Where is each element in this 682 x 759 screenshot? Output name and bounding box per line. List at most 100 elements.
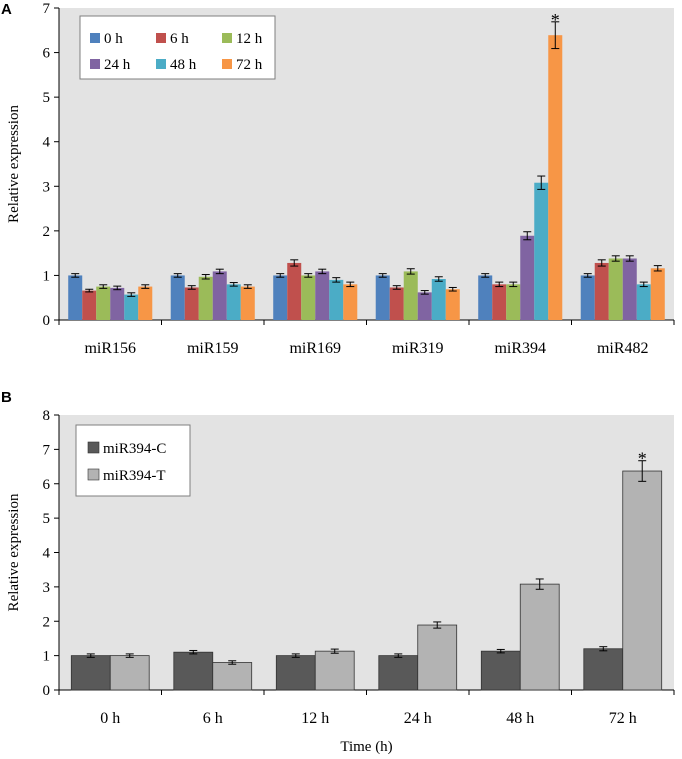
a-bar-12-h-mir159 — [198, 276, 213, 320]
a-bar-0-h-mir159 — [170, 275, 185, 320]
a-bar-12-h-mir394 — [506, 284, 521, 320]
b-bar-mir394-t-6-h — [212, 662, 253, 691]
a-legend-box — [79, 15, 276, 80]
a-legend-swatch-72-h — [222, 59, 232, 69]
b-bar-mir394-c-0-h — [70, 655, 111, 691]
a-legend-swatch-24-h — [90, 59, 100, 69]
a-bar-6-h-mir159 — [184, 287, 199, 320]
panel-a-label: A — [1, 1, 12, 18]
a-bar-48-h-mir482 — [636, 284, 651, 320]
a-bar-0-h-mir482 — [580, 275, 595, 320]
a-bar-6-h-mir482 — [594, 262, 609, 320]
b-legend-swatch-mir394-c — [87, 441, 100, 454]
b-bar-mir394-t-48-h — [519, 583, 560, 691]
a-category-label: miR394 — [494, 340, 546, 357]
b-y-tick-label: 1 — [43, 649, 51, 665]
a-significance-asterisk: * — [551, 10, 560, 30]
a-category-label: miR159 — [187, 340, 239, 357]
a-bar-12-h-mir319 — [403, 271, 418, 320]
a-bar-12-h-mir169 — [301, 275, 316, 320]
a-bar-48-h-mir394 — [534, 182, 549, 320]
a-bar-12-h-mir156 — [96, 286, 111, 320]
a-category-label: miR156 — [84, 340, 136, 357]
a-bar-6-h-mir394 — [492, 284, 507, 320]
b-x-axis-title: Time (h) — [340, 739, 392, 755]
panel-b-label: B — [1, 389, 12, 406]
a-bar-0-h-mir156 — [68, 275, 83, 320]
b-y-tick-label: 0 — [43, 683, 51, 699]
a-bar-24-h-mir394 — [520, 235, 535, 320]
a-legend-swatch-6-h — [156, 33, 166, 43]
b-bar-mir394-t-0-h — [109, 655, 150, 691]
b-bar-mir394-t-12-h — [314, 650, 355, 691]
b-bar-mir394-c-12-h — [275, 655, 316, 691]
panel-a-chart: 0 1 2 3 4 5 6 7 miR156 miR159 miR169 miR319 miR394 * m… — [6, 1, 675, 357]
a-bar-0-h-mir394 — [478, 275, 493, 320]
b-y-axis-title: Relative expression — [6, 493, 22, 611]
a-bar-72-h-mir319 — [445, 289, 460, 320]
a-bar-72-h-mir394 — [548, 35, 563, 321]
a-bar-12-h-mir482 — [608, 258, 623, 320]
a-y-tick-label: 1 — [43, 268, 51, 284]
a-legend-label-0-h: 0 h — [104, 31, 123, 47]
b-category-label: 6 h — [203, 710, 223, 727]
b-y-tick-label: 8 — [43, 408, 51, 424]
a-bar-0-h-mir169 — [273, 275, 288, 320]
a-bar-72-h-mir156 — [138, 286, 153, 320]
b-bar-mir394-c-6-h — [173, 651, 214, 691]
b-legend-box — [75, 424, 191, 497]
b-y-tick-label: 5 — [43, 511, 51, 527]
a-category-label: miR319 — [392, 340, 444, 357]
a-category-label: miR169 — [289, 340, 341, 357]
b-legend-swatch-mir394-t — [87, 468, 100, 481]
a-legend-label-6-h: 6 h — [170, 31, 189, 47]
b-y-tick-label: 3 — [43, 580, 51, 596]
b-category-label: 12 h — [301, 710, 329, 727]
a-y-axis-title: Relative expression — [6, 105, 22, 223]
a-category-label: miR482 — [597, 340, 649, 357]
a-bar-48-h-mir159 — [226, 284, 241, 320]
a-legend-label-24-h: 24 h — [104, 57, 131, 73]
a-y-tick-label: 7 — [43, 1, 51, 17]
a-legend-label-12-h: 12 h — [236, 31, 263, 47]
b-bar-mir394-c-48-h — [480, 650, 521, 691]
a-y-tick-label: 2 — [43, 224, 51, 240]
a-bar-24-h-mir319 — [417, 292, 432, 320]
a-legend-label-48-h: 48 h — [170, 57, 197, 73]
b-bar-mir394-c-72-h — [583, 648, 624, 691]
a-legend-label-72-h: 72 h — [236, 57, 263, 73]
b-significance-asterisk: * — [638, 449, 647, 469]
b-category-label: 0 h — [100, 710, 120, 727]
a-bar-72-h-mir482 — [650, 268, 665, 320]
a-bar-24-h-mir156 — [110, 287, 125, 320]
a-bar-0-h-mir319 — [375, 275, 390, 320]
a-y-tick-label: 0 — [43, 313, 51, 329]
b-y-tick-label: 2 — [43, 614, 51, 630]
b-y-tick-label: 6 — [43, 477, 51, 493]
b-category-label: 48 h — [506, 710, 534, 727]
b-legend-label-mir394-t: miR394-T — [103, 468, 166, 484]
a-y-tick-label: 5 — [43, 90, 51, 106]
a-bar-48-h-mir169 — [329, 279, 344, 320]
b-bar-mir394-t-72-h — [622, 470, 663, 691]
a-bar-72-h-mir159 — [240, 286, 255, 320]
b-y-tick-label: 4 — [43, 546, 51, 562]
a-bar-72-h-mir169 — [343, 284, 358, 320]
a-bar-6-h-mir169 — [287, 262, 302, 320]
b-y-tick-label: 7 — [43, 442, 51, 458]
a-bar-6-h-mir156 — [82, 290, 97, 320]
a-y-tick-label: 3 — [43, 179, 51, 195]
a-y-tick-label: 4 — [43, 135, 51, 151]
a-legend-swatch-0-h — [90, 33, 100, 43]
b-category-label: 72 h — [609, 710, 637, 727]
b-category-label: 24 h — [404, 710, 432, 727]
panel-b-chart: 0 1 2 3 4 5 6 7 8 0 h 6 h 12 h 24 h 48 h 72 h * Relative… — [6, 408, 675, 755]
b-bar-mir394-t-24-h — [417, 624, 458, 691]
a-y-tick-label: 6 — [43, 46, 51, 62]
a-bar-48-h-mir156 — [124, 294, 139, 320]
a-bar-24-h-mir169 — [315, 271, 330, 320]
b-legend-label-mir394-c: miR394-C — [103, 441, 166, 457]
a-bar-48-h-mir319 — [431, 278, 446, 320]
a-legend-swatch-48-h — [156, 59, 166, 69]
